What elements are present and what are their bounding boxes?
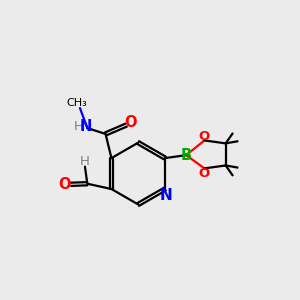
Text: O: O bbox=[124, 115, 137, 130]
Text: N: N bbox=[80, 119, 92, 134]
Text: B: B bbox=[181, 148, 192, 163]
Text: O: O bbox=[199, 130, 210, 142]
Text: H: H bbox=[80, 155, 89, 168]
Text: CH₃: CH₃ bbox=[66, 98, 87, 108]
Text: O: O bbox=[199, 167, 210, 180]
Text: H: H bbox=[74, 120, 83, 134]
Text: O: O bbox=[58, 177, 71, 192]
Text: N: N bbox=[160, 188, 173, 203]
